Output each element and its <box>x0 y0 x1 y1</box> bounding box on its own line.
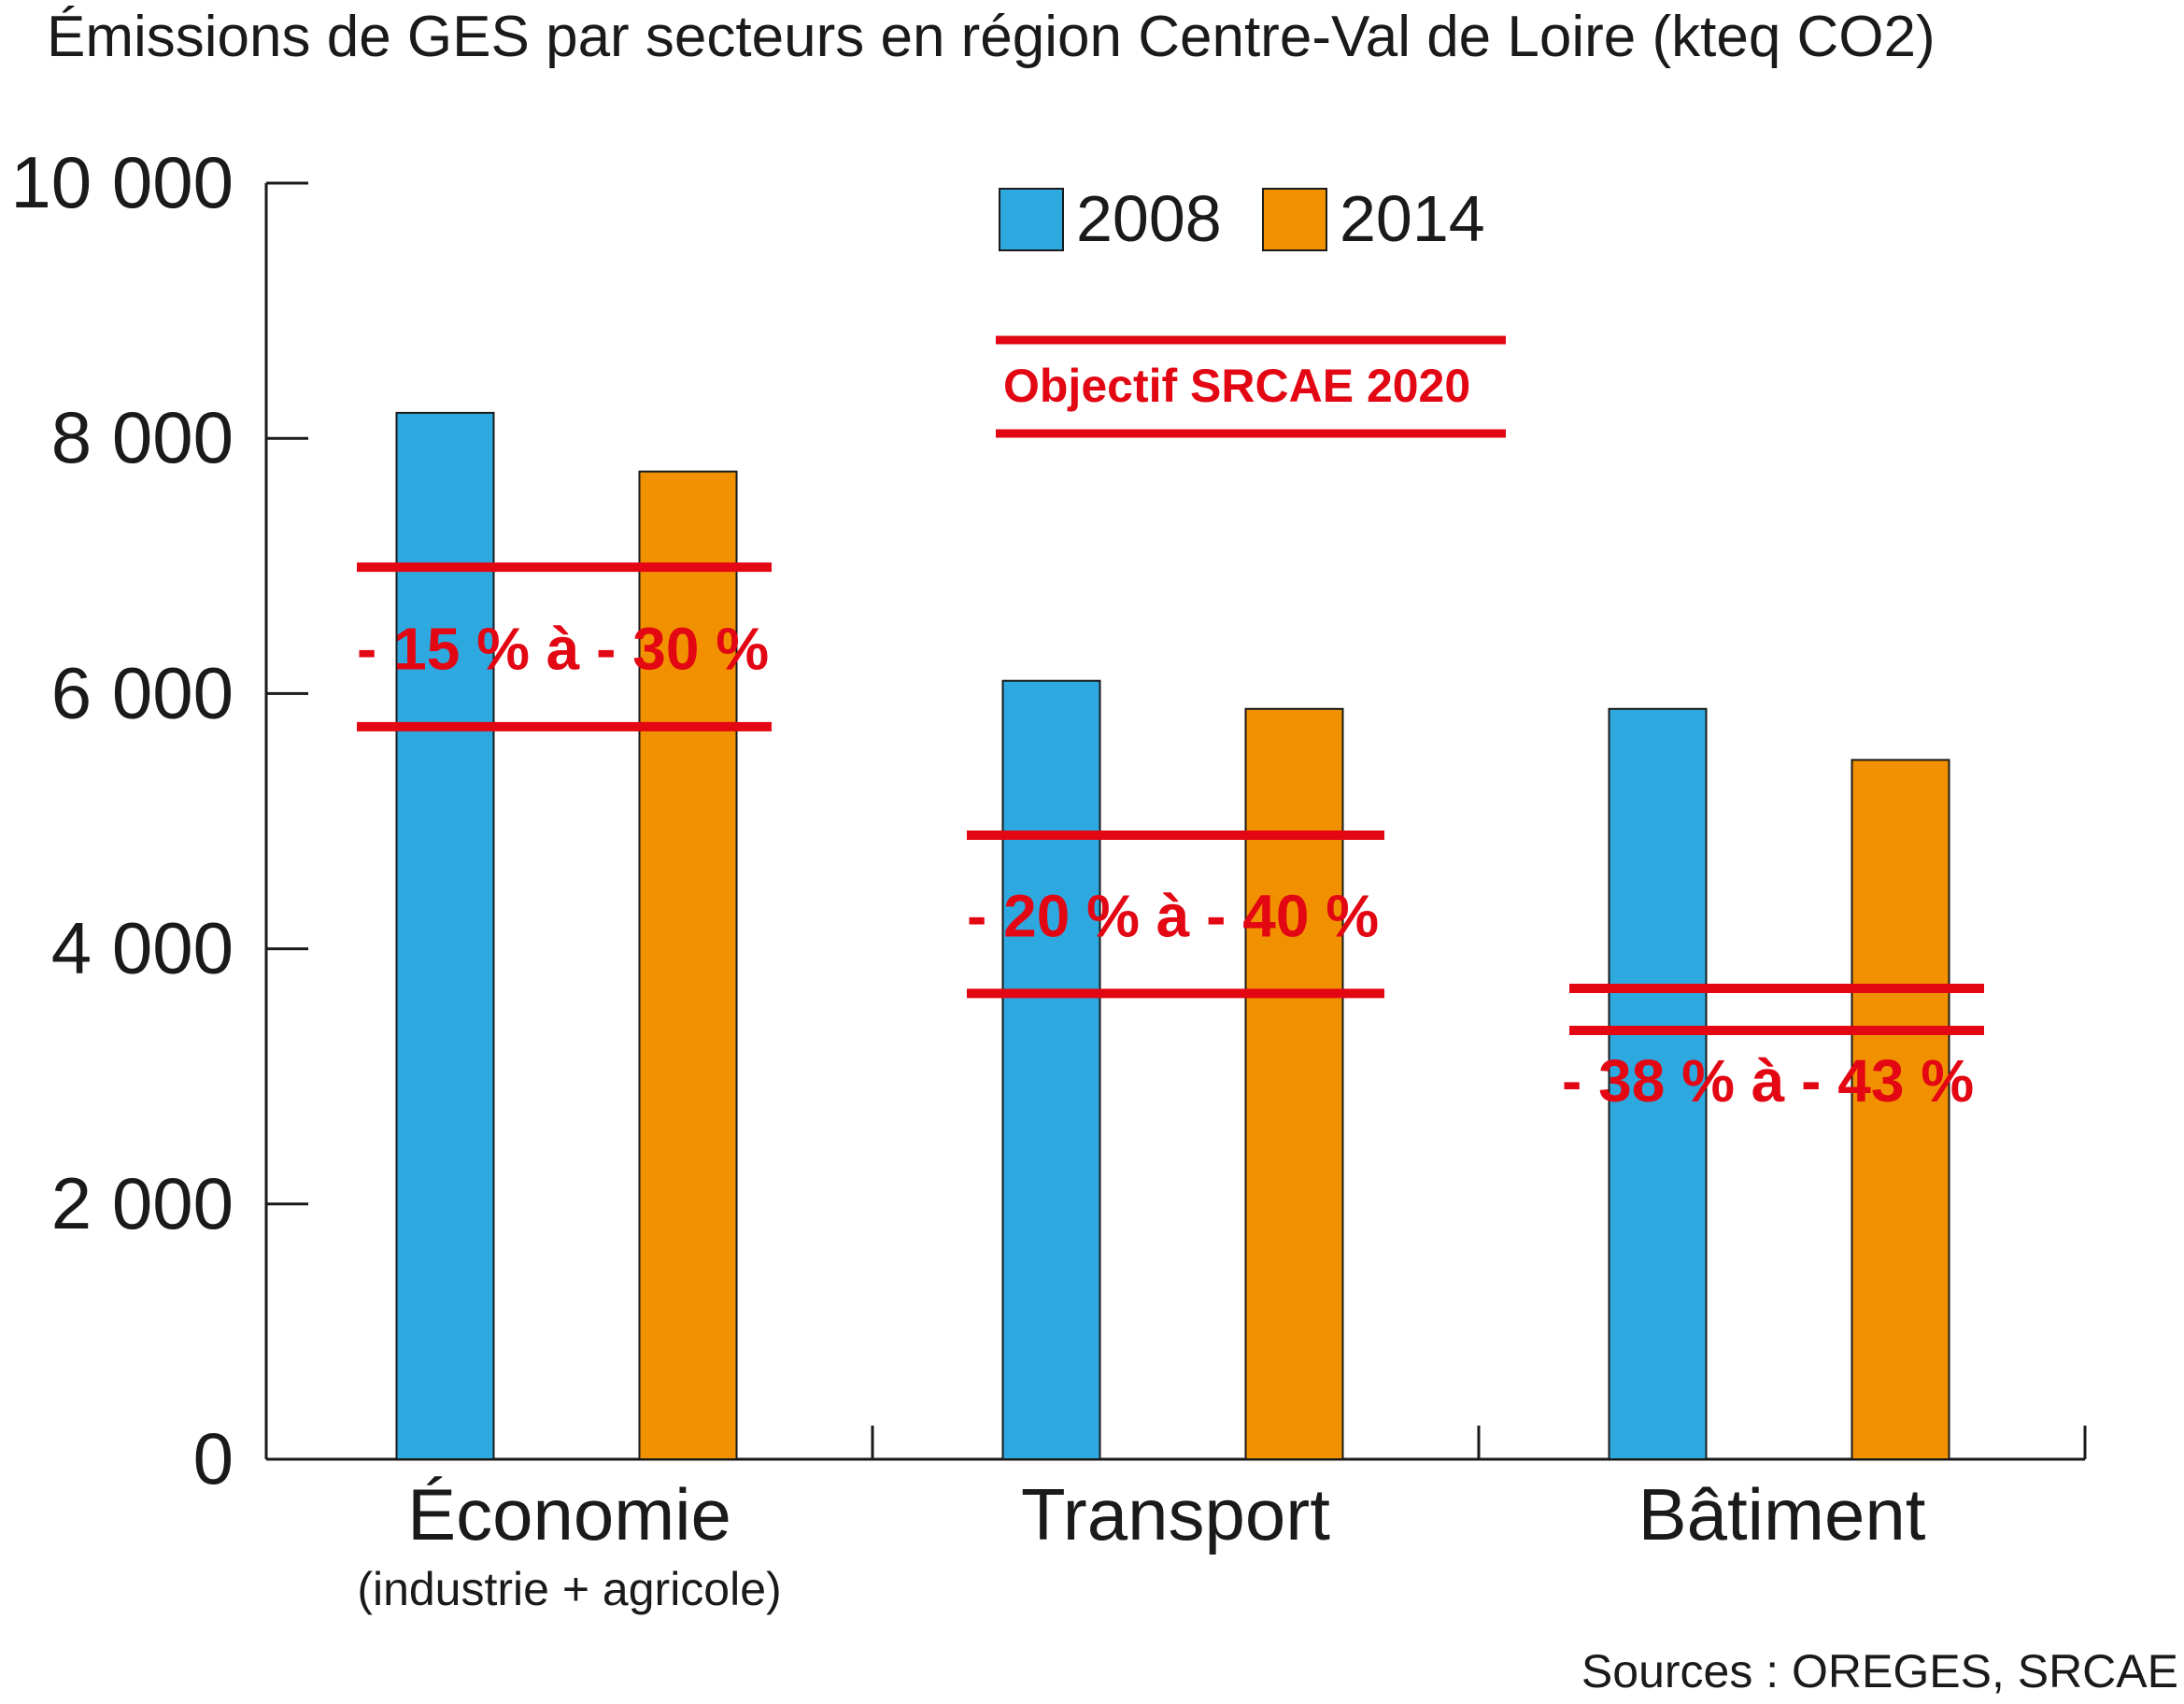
y-tick-label: 10 000 <box>10 141 234 223</box>
y-ticks: 0 2 000 4 000 6 000 8 000 10 000 <box>10 141 308 1499</box>
category-label: Transport <box>1021 1473 1330 1555</box>
legend-label-2014: 2014 <box>1340 182 1485 255</box>
bar-2008 <box>395 411 495 1460</box>
y-tick-label: 2 000 <box>51 1162 234 1244</box>
chart-title: Émissions de GES par secteurs en région … <box>47 5 1936 69</box>
category-labels: Économie (industrie + agricole) Transport B… <box>357 1473 1925 1615</box>
y-tick-label: 4 000 <box>51 907 234 989</box>
legend-swatch-2014 <box>1262 188 1327 251</box>
y-tick-label: 0 <box>193 1417 234 1499</box>
y-tick-label: 8 000 <box>51 396 234 478</box>
bar-2014 <box>638 470 738 1461</box>
bar-2014 <box>1244 707 1344 1460</box>
legend-swatch-2008 <box>999 188 1064 251</box>
y-tick-label: 6 000 <box>51 651 234 733</box>
category-sublabel: (industrie + agricole) <box>357 1563 781 1615</box>
target-label: - 15 % à - 30 % <box>357 616 769 683</box>
legend-target-label: Objectif SRCAE 2020 <box>1003 360 1470 412</box>
source-note: Sources : OREGES, SRCAE <box>1581 1645 2178 1697</box>
target-ranges: - 15 % à - 30 % - 20 % à - 40 % - 38 % à -… <box>357 562 1984 1115</box>
plot-area: 0 2 000 4 000 6 000 8 000 10 000 - 15 % à - 3… <box>10 141 2087 1615</box>
target-label: - 38 % à - 43 % <box>1562 1047 1974 1115</box>
category-label: Bâtiment <box>1638 1473 1926 1555</box>
target-label: - 20 % à - 40 % <box>967 883 1379 950</box>
bar-2014 <box>1851 759 1950 1460</box>
category-label: Économie <box>407 1473 731 1555</box>
bar-2008 <box>1001 679 1101 1460</box>
x-ticks <box>871 1426 2087 1459</box>
legend: 2008 2014 Objectif SRCAE 2020 <box>996 182 1506 438</box>
bar-2008 <box>1608 707 1708 1460</box>
bars <box>395 411 1950 1461</box>
legend-label-2008: 2008 <box>1076 182 1222 255</box>
